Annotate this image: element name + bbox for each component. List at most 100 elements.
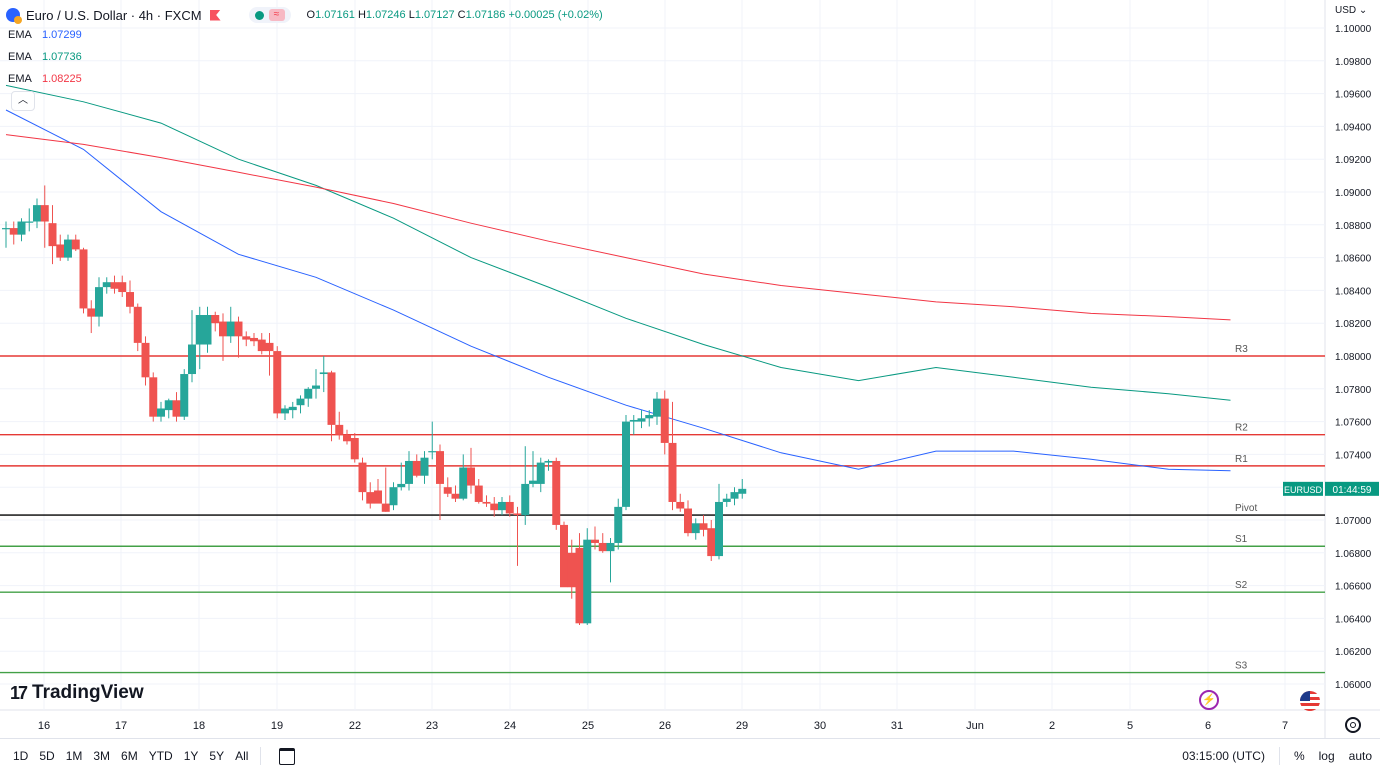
candle-body xyxy=(157,408,165,417)
range-all-button[interactable]: All xyxy=(235,749,249,763)
candle-body xyxy=(591,539,599,543)
candle-body xyxy=(575,547,584,624)
price-tick-label: 1.08200 xyxy=(1335,319,1372,330)
symbol-title[interactable]: Euro / U.S. Dollar · 4h · FXCM xyxy=(26,7,202,23)
candle xyxy=(319,356,328,393)
candle xyxy=(304,387,313,407)
candle-body xyxy=(149,377,158,417)
price-tick-label: 1.08600 xyxy=(1335,254,1372,265)
candle-body xyxy=(319,372,328,375)
candle xyxy=(25,208,34,232)
candle-body xyxy=(474,485,483,502)
range-5d-button[interactable]: 5D xyxy=(39,749,55,763)
divider xyxy=(260,747,262,765)
tradingview-logo[interactable]: 17 TradingView xyxy=(10,682,144,703)
range-ytd-button[interactable]: YTD xyxy=(148,749,173,763)
candle xyxy=(273,346,282,419)
candle xyxy=(118,275,127,297)
log-scale-toggle[interactable]: log xyxy=(1318,749,1335,763)
candle-body xyxy=(48,223,57,247)
candle-body xyxy=(40,205,49,222)
candle xyxy=(428,421,437,460)
candle-body xyxy=(9,228,18,235)
candle-body xyxy=(606,542,615,552)
price-tick-label: 1.08800 xyxy=(1335,221,1372,232)
candle xyxy=(637,410,646,429)
candle xyxy=(242,331,251,347)
time-tick-label: 26 xyxy=(659,720,671,732)
us-flag-icon[interactable] xyxy=(1300,691,1320,711)
time-tick-label: 24 xyxy=(504,720,516,732)
time-tick-label: 7 xyxy=(1282,720,1288,732)
utc-clock[interactable]: 03:15:00 (UTC) xyxy=(1182,749,1265,763)
ohlc-values: O1.07161 H1.07246 L1.07127 C1.07186 +0.0… xyxy=(306,9,603,21)
ema-legend-2[interactable]: EMA 1.07736 xyxy=(8,51,82,63)
percent-scale-toggle[interactable]: % xyxy=(1293,749,1305,763)
candle-body xyxy=(335,424,344,435)
candle-body xyxy=(490,503,499,511)
candle-body xyxy=(389,487,398,506)
candle xyxy=(459,454,468,501)
candle-body xyxy=(653,398,661,417)
candle xyxy=(730,487,739,506)
candle xyxy=(374,479,382,504)
candle xyxy=(33,198,41,229)
candle-body xyxy=(691,523,700,534)
candle-body xyxy=(234,321,243,337)
range-1y-button[interactable]: 1Y xyxy=(183,749,199,763)
price-tick-label: 1.09600 xyxy=(1335,90,1372,101)
candle-body xyxy=(265,342,274,352)
range-6m-button[interactable]: 6M xyxy=(121,749,138,763)
candle-body xyxy=(79,249,88,309)
range-1d-button[interactable]: 1D xyxy=(13,749,29,763)
currency-selector[interactable]: USD ⌄ xyxy=(1335,5,1368,16)
candle xyxy=(482,495,491,507)
candle-body xyxy=(505,501,514,514)
range-5y-button[interactable]: 5Y xyxy=(209,749,225,763)
candle-body xyxy=(598,542,607,552)
candle xyxy=(521,446,530,525)
candle-body xyxy=(71,239,80,250)
collapse-legend-button[interactable]: ︿ xyxy=(11,91,35,111)
divider xyxy=(1278,747,1280,765)
ema-legend-3[interactable]: EMA 1.08225 xyxy=(8,73,82,85)
candle xyxy=(17,218,26,242)
ema-legend-1[interactable]: EMA 1.07299 xyxy=(8,29,82,41)
candle xyxy=(381,467,390,512)
candle xyxy=(64,234,72,261)
candle xyxy=(358,457,367,501)
candle-body xyxy=(707,528,716,557)
market-open-icon xyxy=(254,10,264,20)
lightning-icon[interactable]: ⚡ xyxy=(1199,690,1219,710)
candle-body xyxy=(281,408,289,414)
candle-body xyxy=(296,398,305,406)
flag-icon[interactable] xyxy=(209,9,221,21)
candle xyxy=(498,497,506,516)
candle xyxy=(536,457,545,493)
candle xyxy=(40,185,49,248)
candle-body xyxy=(668,442,677,502)
candle-body xyxy=(451,493,460,499)
pivot-label-r3: R3 xyxy=(1235,344,1248,355)
timeframe-buttons: 1D 5D 1M 3M 6M YTD 1Y 5Y All xyxy=(13,749,248,763)
candle-body xyxy=(374,490,382,504)
candle-body xyxy=(715,501,723,557)
candle-body xyxy=(188,344,196,375)
calendar-icon[interactable] xyxy=(279,747,296,765)
price-tick-label: 1.07800 xyxy=(1335,385,1372,396)
candle-body xyxy=(327,372,336,425)
candle xyxy=(164,398,173,419)
settings-gear-icon[interactable] xyxy=(1345,717,1361,733)
candle-body xyxy=(56,244,65,258)
pivot-label-r1: R1 xyxy=(1235,454,1248,465)
auto-scale-toggle[interactable]: auto xyxy=(1348,749,1372,763)
candle-body xyxy=(536,462,545,484)
candle-body xyxy=(250,337,258,342)
range-1m-button[interactable]: 1M xyxy=(65,749,83,763)
candle-body xyxy=(684,508,692,534)
candle xyxy=(226,306,235,343)
range-3m-button[interactable]: 3M xyxy=(93,749,111,763)
status-pill[interactable]: ≈ xyxy=(248,7,291,23)
candle-body xyxy=(405,460,413,484)
